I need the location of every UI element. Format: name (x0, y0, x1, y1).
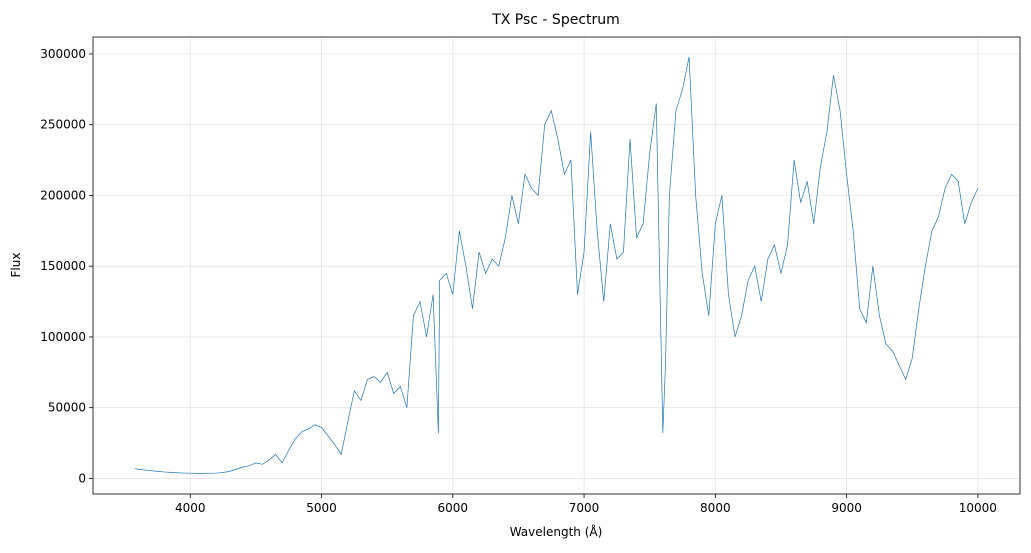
y-tick-label: 0 (78, 471, 86, 485)
y-tick-label: 200000 (40, 188, 86, 202)
y-tick-label: 100000 (40, 330, 86, 344)
x-tick-label: 7000 (569, 501, 600, 515)
y-axis-label: Flux (9, 253, 23, 278)
plot-frame (92, 36, 1021, 495)
x-tick-label: 10000 (959, 501, 997, 515)
y-tick-label: 150000 (40, 259, 86, 273)
chart-title: TX Psc - Spectrum (491, 12, 620, 28)
x-tick-label: 6000 (438, 501, 469, 515)
x-axis-label: Wavelength (Å) (510, 524, 603, 539)
y-tick-label: 250000 (40, 118, 86, 132)
y-tick-label: 50000 (48, 401, 86, 415)
x-tick-label: 8000 (700, 501, 731, 515)
x-tick-label: 9000 (831, 501, 862, 515)
x-tick-label: 5000 (306, 501, 337, 515)
y-tick-label: 300000 (40, 47, 86, 61)
spectrum-line (135, 56, 979, 474)
x-tick-label: 4000 (175, 501, 206, 515)
